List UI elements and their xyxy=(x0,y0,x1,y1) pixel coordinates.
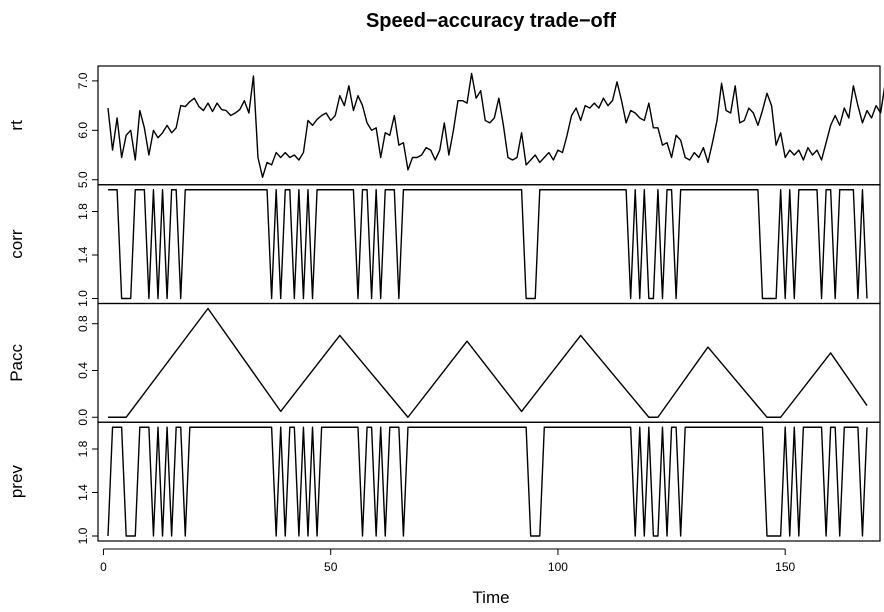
x-tick-label: 0 xyxy=(100,560,107,574)
panel-Pacc: 0.0 0.4 0.8 Pacc xyxy=(7,302,881,426)
y-tick-label-corr: 1.8 xyxy=(76,203,90,220)
y-tick-label-prev: 1.0 xyxy=(76,527,90,544)
panel-rt: 5.0 6.0 7.0 rt xyxy=(7,65,884,188)
y-axis-label-rt: rt xyxy=(7,120,26,131)
y-tick-label-rt: 5.0 xyxy=(76,171,90,188)
y-axis-label-prev: prev xyxy=(7,465,26,499)
panel-frame-Pacc xyxy=(97,302,881,423)
panel-corr: 1.0 1.4 1.8 corr xyxy=(7,184,881,307)
y-tick-label-Pacc: 0.8 xyxy=(76,315,90,332)
x-tick-label: 150 xyxy=(775,560,795,574)
panel-prev: 1.0 1.4 1.8 prev xyxy=(7,421,881,544)
series-line-corr xyxy=(108,189,868,300)
y-tick-label-Pacc: 0.0 xyxy=(76,409,90,426)
series-line-prev xyxy=(107,426,868,537)
y-tick-label-corr: 1.0 xyxy=(76,290,90,307)
y-tick-label-Pacc: 0.4 xyxy=(76,362,90,379)
panel-frame-corr xyxy=(97,184,881,305)
panel-frame-rt xyxy=(97,65,881,186)
series-line-Pacc xyxy=(108,307,868,418)
y-tick-label-corr: 1.4 xyxy=(76,246,90,263)
y-axis-label-Pacc: Pacc xyxy=(7,343,26,381)
x-axis: 0 50 100 150 xyxy=(100,548,796,574)
x-tick-label: 50 xyxy=(324,560,338,574)
y-tick-label-rt: 6.0 xyxy=(76,122,90,139)
y-axis-label-corr: corr xyxy=(7,229,26,259)
series-line-rt xyxy=(107,72,884,178)
y-tick-label-prev: 1.4 xyxy=(76,484,90,501)
y-tick-label-prev: 1.8 xyxy=(76,440,90,457)
x-tick-label: 100 xyxy=(548,560,568,574)
panels-group: 5.0 6.0 7.0 rt 1.0 1.4 1.8 corr 0.0 0.4 0.8 Pacc 1.0… xyxy=(7,65,884,544)
chart-title: Speed−accuracy trade−off xyxy=(366,10,616,32)
x-axis-label: Time xyxy=(472,588,509,607)
y-tick-label-rt: 7.0 xyxy=(76,72,90,89)
